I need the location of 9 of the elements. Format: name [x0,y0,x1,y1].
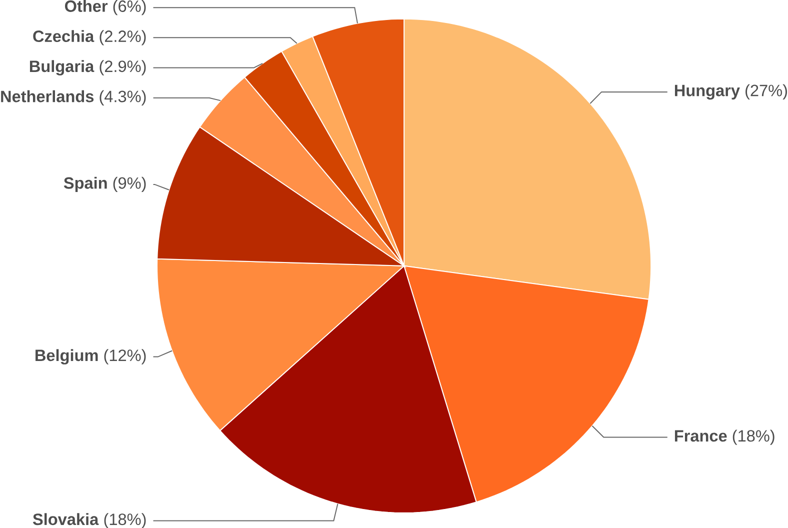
slice-label: Hungary (27%) [674,84,787,100]
slice-label: Slovakia (18%) [32,512,146,528]
slice-label: Bulgaria (2.9%) [30,60,146,76]
slice-label: Czechia (2.2%) [33,30,146,46]
slice-label: Belgium (12%) [36,349,146,364]
slice-label: Netherlands (4.3%) [1,90,146,106]
slice-label: Other (6%) [65,0,146,16]
slice-label: France (18%) [674,430,774,445]
slice-label: Spain (9%) [64,176,146,192]
